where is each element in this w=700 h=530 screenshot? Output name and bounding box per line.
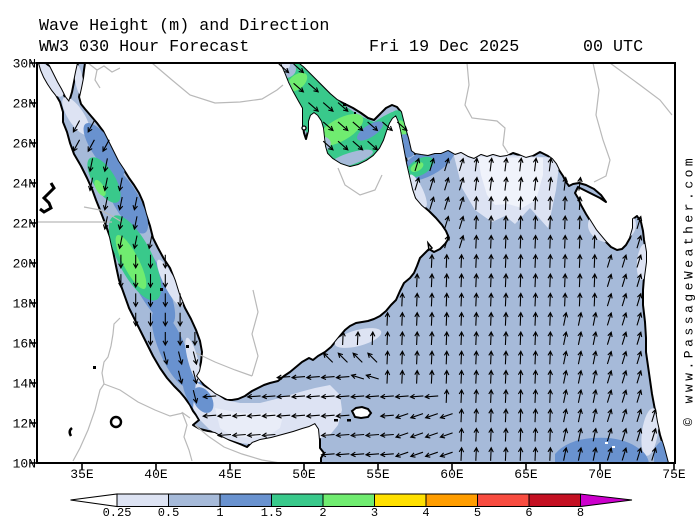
svg-text:5: 5 xyxy=(474,506,481,520)
svg-text:65E: 65E xyxy=(514,467,538,482)
svg-text:75E: 75E xyxy=(662,467,686,482)
svg-text:50E: 50E xyxy=(292,467,316,482)
svg-text:30N: 30N xyxy=(13,57,36,72)
svg-text:8: 8 xyxy=(577,506,584,520)
svg-text:20N: 20N xyxy=(13,257,36,272)
svg-text:40E: 40E xyxy=(144,467,168,482)
svg-text:1: 1 xyxy=(216,506,223,520)
svg-text:6: 6 xyxy=(525,506,532,520)
svg-text:12N: 12N xyxy=(13,417,36,432)
svg-text:18N: 18N xyxy=(13,297,36,312)
svg-text:© www.PassageWeather.com: © www.PassageWeather.com xyxy=(682,155,697,426)
svg-text:1.5: 1.5 xyxy=(261,506,283,520)
svg-text:45E: 45E xyxy=(218,467,242,482)
svg-text:55E: 55E xyxy=(366,467,390,482)
svg-text:60E: 60E xyxy=(440,467,464,482)
svg-text:70E: 70E xyxy=(588,467,612,482)
svg-text:WW3 030 Hour Forecast: WW3 030 Hour Forecast xyxy=(39,38,249,57)
svg-text:35E: 35E xyxy=(70,467,94,482)
svg-text:24N: 24N xyxy=(13,177,36,192)
svg-text:2: 2 xyxy=(319,506,326,520)
svg-text:0.5: 0.5 xyxy=(158,506,180,520)
svg-text:00 UTC: 00 UTC xyxy=(583,38,643,57)
svg-text:4: 4 xyxy=(422,506,429,520)
svg-text:28N: 28N xyxy=(13,97,36,112)
svg-text:16N: 16N xyxy=(13,337,36,352)
svg-text:26N: 26N xyxy=(13,137,36,152)
svg-text:Fri 19 Dec 2025: Fri 19 Dec 2025 xyxy=(369,38,519,57)
svg-text:0.25: 0.25 xyxy=(103,506,132,520)
svg-text:Wave Height (m) and Direction: Wave Height (m) and Direction xyxy=(39,17,329,36)
svg-text:10N: 10N xyxy=(13,457,36,472)
svg-text:3: 3 xyxy=(371,506,378,520)
svg-text:22N: 22N xyxy=(13,217,36,232)
svg-text:14N: 14N xyxy=(13,377,36,392)
